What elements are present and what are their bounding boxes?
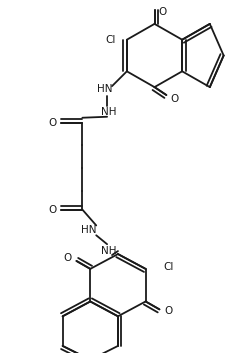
- Text: Cl: Cl: [163, 262, 173, 272]
- Text: NH: NH: [101, 107, 116, 117]
- Text: HN: HN: [80, 225, 96, 235]
- Text: O: O: [48, 118, 57, 128]
- Text: O: O: [63, 253, 71, 263]
- Text: Cl: Cl: [105, 35, 116, 45]
- Text: O: O: [48, 204, 57, 215]
- Text: O: O: [163, 306, 172, 316]
- Text: O: O: [169, 94, 178, 104]
- Text: O: O: [158, 7, 166, 17]
- Text: HN: HN: [97, 84, 112, 94]
- Text: NH: NH: [101, 246, 116, 256]
